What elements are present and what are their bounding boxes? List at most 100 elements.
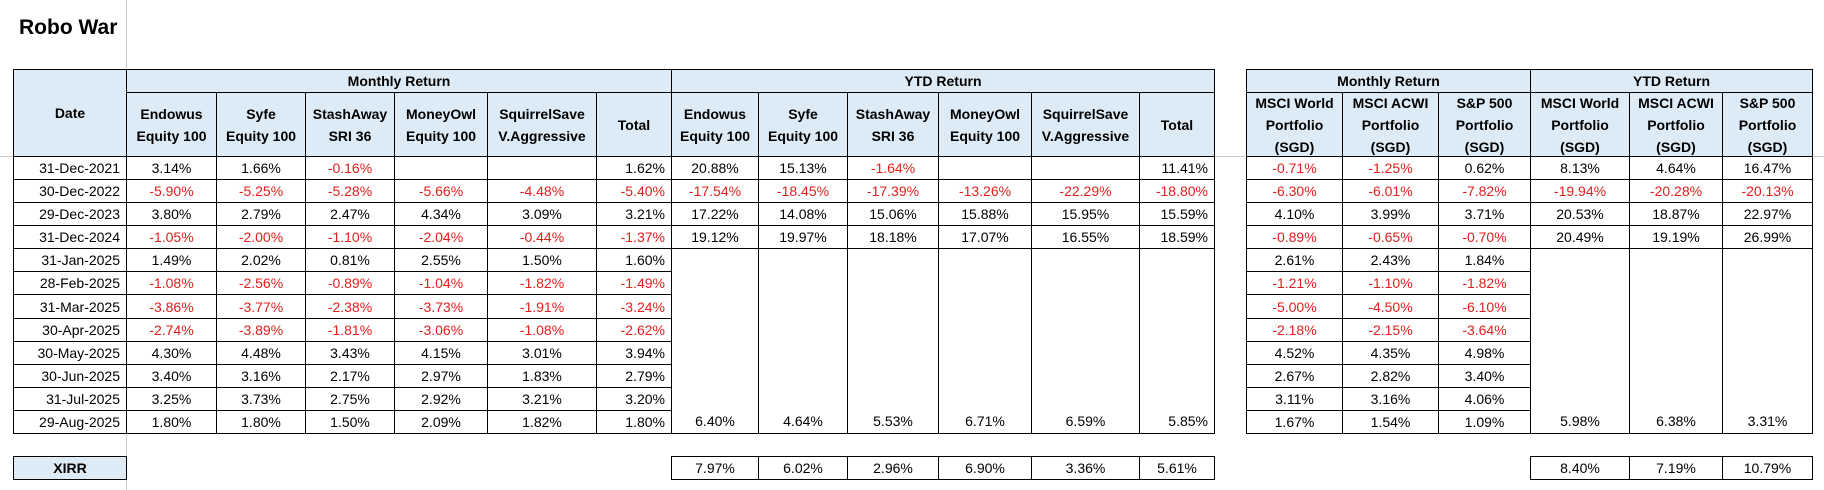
- value-cell: [1139, 386, 1215, 411]
- value-cell: [1629, 386, 1723, 411]
- value-cell: 3.43%: [305, 340, 395, 365]
- value-cell: 1.84%: [1438, 248, 1531, 273]
- value-cell: 19.97%: [758, 225, 848, 250]
- value-cell: 2.92%: [394, 386, 488, 411]
- xirr-cell: 10.79%: [1722, 456, 1813, 480]
- date-cell: 30-May-2025: [13, 340, 127, 365]
- value-cell: -5.40%: [596, 179, 672, 204]
- date-cell: 30-Dec-2022: [13, 179, 127, 204]
- value-cell: -1.05%: [126, 225, 217, 250]
- value-cell: -20.28%: [1629, 179, 1723, 204]
- column-header: SquirrelSave V.Aggressive: [487, 92, 597, 157]
- value-cell: 3.01%: [487, 340, 597, 365]
- column-header: Endowus Equity 100: [671, 92, 759, 157]
- value-cell: -3.73%: [394, 294, 488, 319]
- value-cell: -1.64%: [847, 156, 939, 181]
- value-cell: -18.80%: [1139, 179, 1215, 204]
- value-cell: -6.10%: [1438, 294, 1531, 319]
- value-cell: -0.44%: [487, 225, 597, 250]
- date-cell: 28-Feb-2025: [13, 271, 127, 296]
- value-cell: -2.74%: [126, 317, 217, 342]
- value-cell: [847, 386, 939, 411]
- value-cell: 2.67%: [1246, 363, 1343, 388]
- value-cell: 15.95%: [1031, 202, 1140, 227]
- value-cell: [1031, 363, 1140, 388]
- group-header: Monthly Return: [1246, 69, 1531, 93]
- value-cell: 4.64%: [758, 409, 848, 434]
- value-cell: 19.19%: [1629, 225, 1723, 250]
- value-cell: [1530, 386, 1630, 411]
- date-cell: 30-Jun-2025: [13, 363, 127, 388]
- value-cell: [1139, 271, 1215, 296]
- value-cell: -19.94%: [1530, 179, 1630, 204]
- xirr-cell: 5.61%: [1139, 456, 1215, 480]
- value-cell: 6.40%: [671, 409, 759, 434]
- value-cell: 22.97%: [1722, 202, 1813, 227]
- value-cell: -0.65%: [1342, 225, 1439, 250]
- value-cell: 4.52%: [1246, 340, 1343, 365]
- value-cell: -2.18%: [1246, 317, 1343, 342]
- value-cell: 4.98%: [1438, 340, 1531, 365]
- value-cell: 3.40%: [126, 363, 217, 388]
- value-cell: [1031, 156, 1140, 181]
- value-cell: 3.71%: [1438, 202, 1531, 227]
- value-cell: 0.81%: [305, 248, 395, 273]
- value-cell: [1139, 294, 1215, 319]
- value-cell: 1.82%: [487, 409, 597, 434]
- column-header: Syfe Equity 100: [216, 92, 306, 157]
- value-cell: -1.08%: [126, 271, 217, 296]
- value-cell: 2.97%: [394, 363, 488, 388]
- value-cell: [1031, 248, 1140, 273]
- column-header: StashAway SRI 36: [847, 92, 939, 157]
- value-cell: 0.62%: [1438, 156, 1531, 181]
- value-cell: 2.17%: [305, 363, 395, 388]
- xirr-cell: 6.90%: [938, 456, 1032, 480]
- value-cell: -1.04%: [394, 271, 488, 296]
- column-header: Total: [596, 92, 672, 157]
- xirr-label: XIRR: [13, 456, 127, 480]
- column-header: S&P 500 Portfolio (SGD): [1438, 92, 1531, 157]
- value-cell: 5.98%: [1530, 409, 1630, 434]
- column-header: Total: [1139, 92, 1215, 157]
- value-cell: [1629, 248, 1723, 273]
- xirr-cell: 7.97%: [671, 456, 759, 480]
- value-cell: -1.25%: [1342, 156, 1439, 181]
- value-cell: [847, 248, 939, 273]
- value-cell: -5.66%: [394, 179, 488, 204]
- value-cell: -4.50%: [1342, 294, 1439, 319]
- value-cell: 4.35%: [1342, 340, 1439, 365]
- value-cell: [1722, 363, 1813, 388]
- xirr-cell: 6.02%: [758, 456, 848, 480]
- value-cell: [938, 294, 1032, 319]
- value-cell: 1.67%: [1246, 409, 1343, 434]
- value-cell: [938, 317, 1032, 342]
- value-cell: 3.73%: [216, 386, 306, 411]
- value-cell: 1.54%: [1342, 409, 1439, 434]
- value-cell: -0.16%: [305, 156, 395, 181]
- value-cell: -1.10%: [1342, 271, 1439, 296]
- value-cell: [1629, 363, 1723, 388]
- value-cell: [1031, 294, 1140, 319]
- value-cell: [938, 340, 1032, 365]
- value-cell: [671, 294, 759, 319]
- value-cell: 20.53%: [1530, 202, 1630, 227]
- value-cell: [671, 317, 759, 342]
- value-cell: 4.30%: [126, 340, 217, 365]
- value-cell: 14.08%: [758, 202, 848, 227]
- value-cell: 16.55%: [1031, 225, 1140, 250]
- value-cell: [758, 363, 848, 388]
- value-cell: -17.54%: [671, 179, 759, 204]
- value-cell: -4.48%: [487, 179, 597, 204]
- value-cell: [671, 386, 759, 411]
- value-cell: 2.02%: [216, 248, 306, 273]
- date-cell: 31-Jul-2025: [13, 386, 127, 411]
- value-cell: [847, 317, 939, 342]
- value-cell: [1139, 317, 1215, 342]
- value-cell: 4.34%: [394, 202, 488, 227]
- value-cell: -1.82%: [1438, 271, 1531, 296]
- value-cell: -1.91%: [487, 294, 597, 319]
- value-cell: 2.79%: [216, 202, 306, 227]
- value-cell: [1629, 340, 1723, 365]
- value-cell: -5.00%: [1246, 294, 1343, 319]
